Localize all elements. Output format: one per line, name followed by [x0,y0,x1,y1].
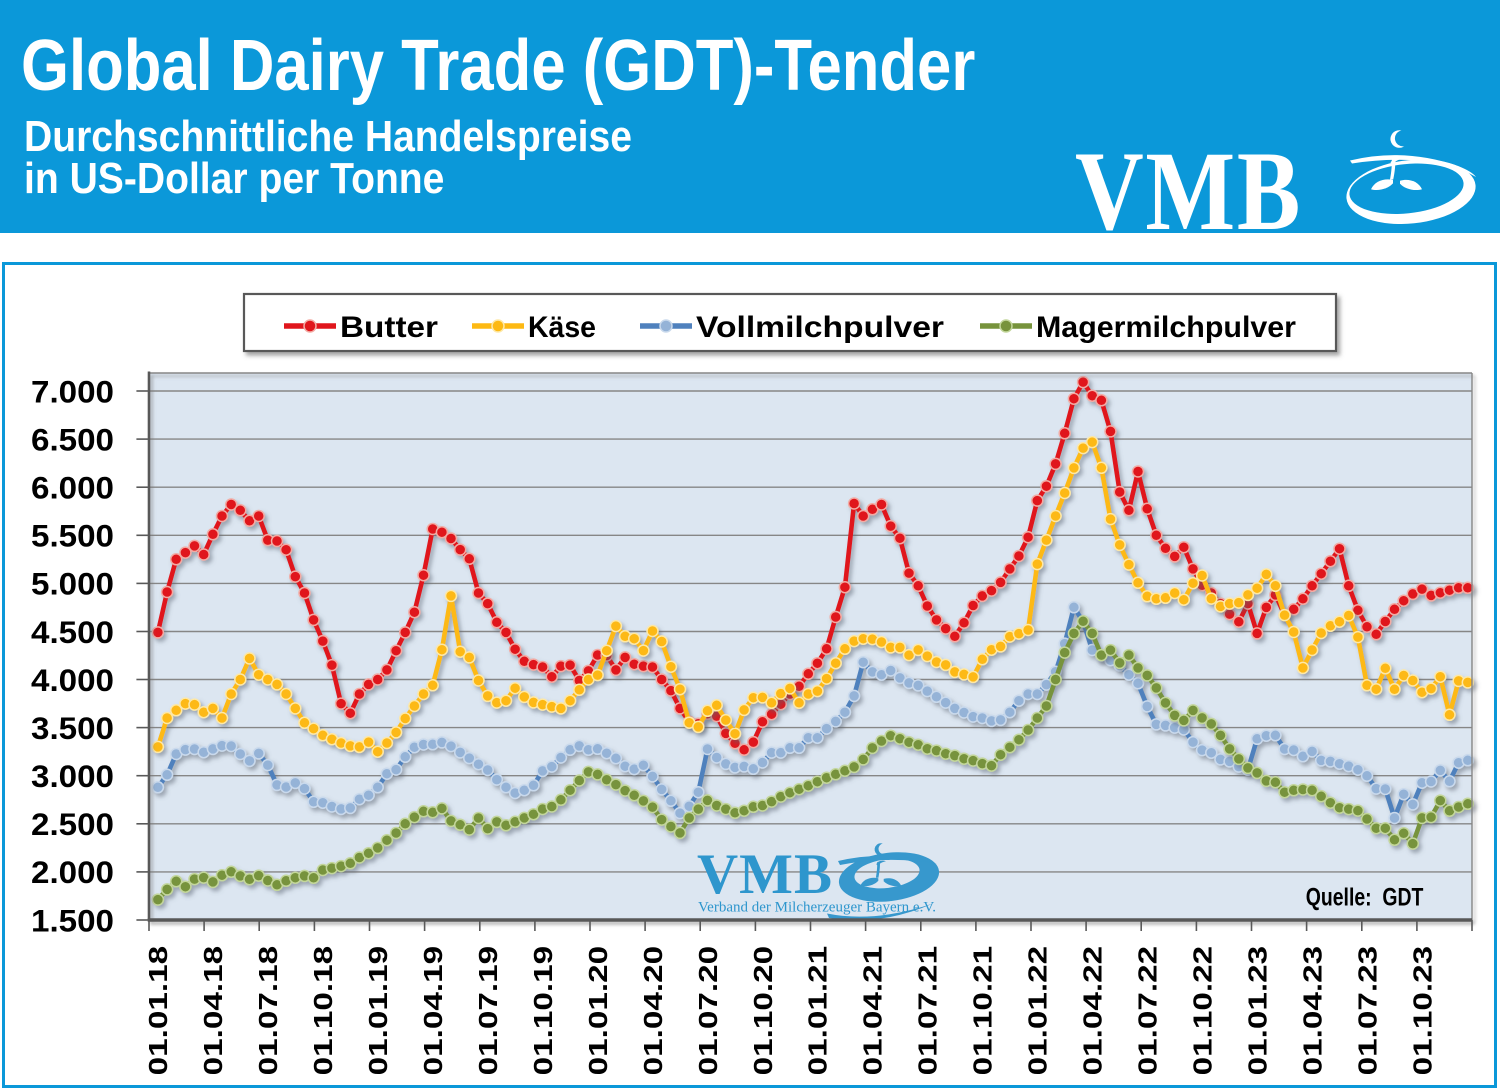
svg-text:01.10.21: 01.10.21 [968,946,998,1076]
svg-text:01.10.18: 01.10.18 [308,946,338,1076]
svg-text:01.07.19: 01.07.19 [473,946,503,1076]
svg-text:4.500: 4.500 [31,614,114,650]
svg-text:Käse: Käse [528,311,596,344]
svg-text:4.000: 4.000 [31,662,114,698]
svg-text:01.04.21: 01.04.21 [858,946,888,1076]
svg-text:5.000: 5.000 [31,566,114,602]
svg-text:01.07.18: 01.07.18 [253,946,283,1076]
svg-text:01.01.18: 01.01.18 [143,946,173,1076]
svg-text:Vollmilchpulver: Vollmilchpulver [696,311,944,344]
svg-text:1.500: 1.500 [31,902,114,938]
svg-text:Butter: Butter [340,311,438,344]
svg-text:01.04.20: 01.04.20 [638,946,668,1076]
svg-text:01.10.20: 01.10.20 [748,946,778,1076]
svg-text:3.000: 3.000 [31,758,114,794]
svg-text:01.10.19: 01.10.19 [528,946,558,1076]
svg-text:Magermilchpulver: Magermilchpulver [1036,311,1296,344]
svg-text:7.000: 7.000 [31,373,114,409]
svg-text:01.10.22: 01.10.22 [1187,946,1217,1076]
svg-text:01.04.22: 01.04.22 [1078,946,1108,1076]
svg-text:01.01.22: 01.01.22 [1023,946,1053,1076]
svg-text:2.500: 2.500 [31,806,114,842]
svg-text:6.500: 6.500 [31,421,114,457]
svg-text:01.01.21: 01.01.21 [803,946,833,1076]
svg-text:01.01.20: 01.01.20 [583,946,613,1076]
svg-text:Quelle: GDT: Quelle: GDT [1306,883,1424,911]
svg-text:01.07.22: 01.07.22 [1133,946,1163,1076]
svg-text:01.01.19: 01.01.19 [363,946,393,1076]
svg-text:01.04.18: 01.04.18 [198,946,228,1076]
svg-text:Verband der Milcherzeuger Baye: Verband der Milcherzeuger Bayern e.V. [698,900,936,916]
svg-text:01.04.19: 01.04.19 [418,946,448,1076]
svg-text:01.10.23: 01.10.23 [1407,946,1437,1076]
svg-text:01.07.21: 01.07.21 [913,946,943,1076]
svg-text:2.000: 2.000 [31,854,114,890]
svg-text:3.500: 3.500 [31,710,114,746]
svg-text:VMB: VMB [697,843,833,906]
svg-text:01.07.23: 01.07.23 [1352,946,1382,1076]
svg-text:5.500: 5.500 [31,518,114,554]
svg-text:01.07.20: 01.07.20 [693,946,723,1076]
svg-text:6.000: 6.000 [31,470,114,506]
svg-text:01.04.23: 01.04.23 [1297,946,1327,1076]
svg-text:01.01.23: 01.01.23 [1242,946,1272,1076]
